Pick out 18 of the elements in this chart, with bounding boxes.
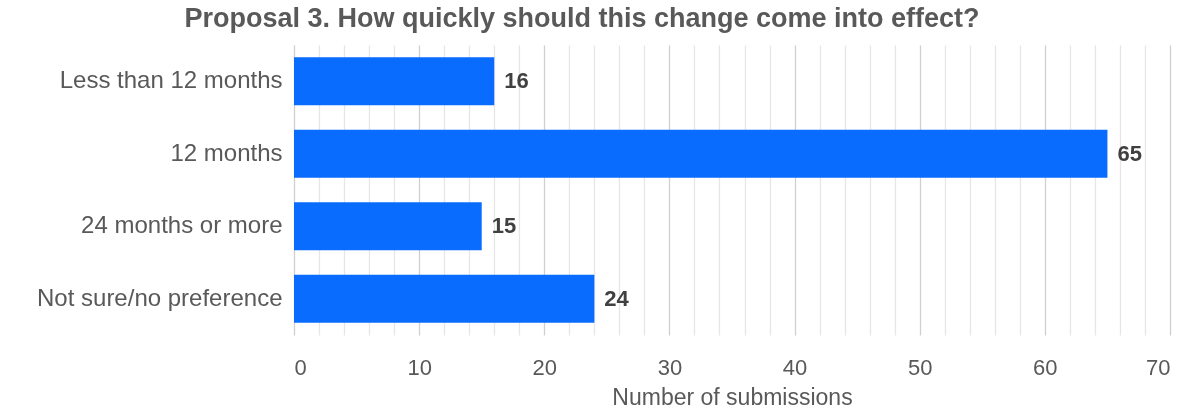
x-tick-label: 60 (1033, 354, 1058, 380)
x-tick-label: 20 (532, 354, 558, 380)
y-tick-label: 24 months or more (81, 211, 283, 239)
x-tick-label: 0 (294, 354, 307, 380)
x-tick-label: 10 (407, 354, 432, 380)
y-tick-label: 12 months (170, 138, 283, 166)
x-axis-title: Number of submissions (612, 383, 853, 410)
y-tick-label: Less than 12 months (59, 66, 283, 94)
data-label: 16 (504, 68, 529, 94)
x-tick-label: 30 (657, 354, 683, 380)
x-tick-label: 40 (782, 354, 808, 380)
x-tick-label: 50 (907, 354, 933, 380)
x-tick-label: 70 (1146, 354, 1171, 380)
y-tick-label: Not sure/no preference (37, 283, 283, 311)
data-label: 24 (604, 285, 630, 311)
data-label: 15 (491, 213, 517, 239)
data-label: 65 (1117, 140, 1142, 166)
chart-title: Proposal 3. How quickly should this change come into effect? (184, 3, 980, 33)
